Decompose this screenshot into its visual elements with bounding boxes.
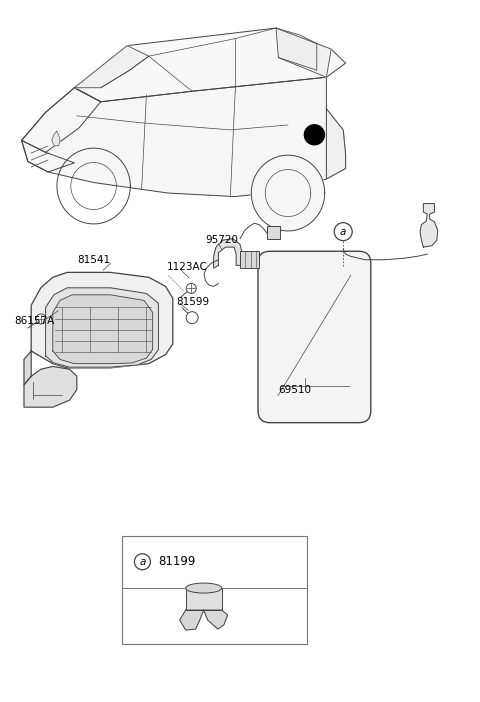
Polygon shape xyxy=(46,288,158,367)
Polygon shape xyxy=(252,155,324,231)
Bar xyxy=(267,226,280,239)
Polygon shape xyxy=(24,351,31,385)
Text: 95720: 95720 xyxy=(205,235,239,245)
Polygon shape xyxy=(31,272,173,368)
Polygon shape xyxy=(74,46,149,88)
Polygon shape xyxy=(74,28,346,102)
Text: 69510: 69510 xyxy=(279,385,312,395)
Text: 86157A: 86157A xyxy=(14,316,55,326)
Text: 81599: 81599 xyxy=(177,297,210,307)
Text: 1123AC: 1123AC xyxy=(167,262,208,272)
Polygon shape xyxy=(276,28,317,70)
Bar xyxy=(186,588,222,610)
Circle shape xyxy=(304,125,324,145)
Polygon shape xyxy=(204,610,228,629)
Ellipse shape xyxy=(186,583,222,593)
Polygon shape xyxy=(22,77,346,197)
Circle shape xyxy=(186,284,196,293)
Text: a: a xyxy=(139,557,145,567)
Circle shape xyxy=(134,554,150,570)
Polygon shape xyxy=(53,295,153,364)
Polygon shape xyxy=(326,109,346,179)
Circle shape xyxy=(186,312,198,324)
Polygon shape xyxy=(22,140,74,172)
Polygon shape xyxy=(214,239,242,268)
Circle shape xyxy=(334,223,352,241)
Polygon shape xyxy=(52,131,60,146)
Polygon shape xyxy=(22,88,101,152)
Polygon shape xyxy=(180,610,204,630)
Bar xyxy=(240,251,259,268)
Polygon shape xyxy=(24,366,77,407)
Polygon shape xyxy=(276,28,331,77)
Text: a: a xyxy=(340,227,347,237)
FancyBboxPatch shape xyxy=(258,251,371,423)
Bar xyxy=(122,536,307,644)
Text: 81199: 81199 xyxy=(158,555,196,568)
Polygon shape xyxy=(420,204,438,247)
Circle shape xyxy=(36,314,46,324)
Text: 81541: 81541 xyxy=(77,255,110,265)
